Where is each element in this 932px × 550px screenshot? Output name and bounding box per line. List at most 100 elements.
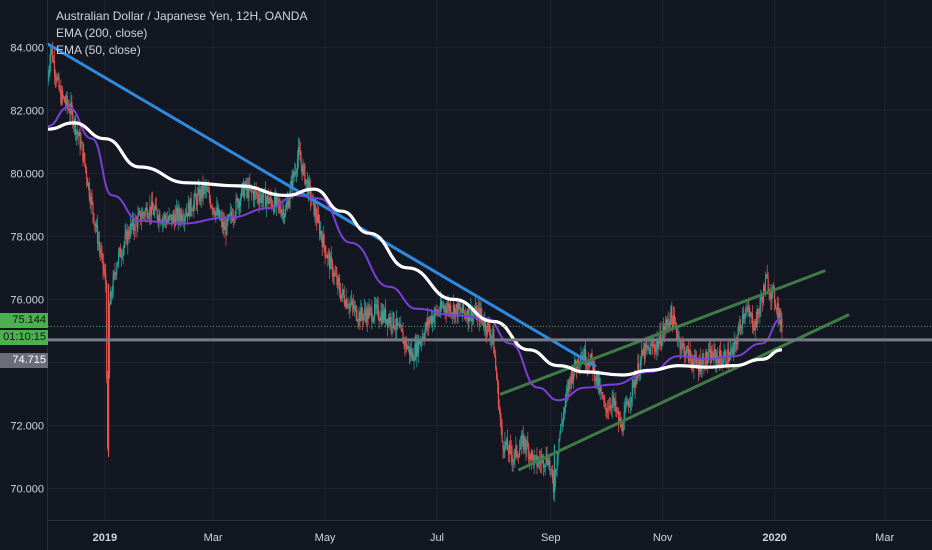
candle-body — [714, 348, 716, 353]
candle-body — [669, 322, 671, 325]
candle-body — [489, 332, 491, 340]
candle-body — [229, 214, 231, 216]
candle-body — [504, 441, 506, 452]
candle-body — [753, 329, 755, 330]
x-tick-label: 2020 — [762, 532, 786, 544]
candle-body — [442, 306, 444, 309]
candle-body — [318, 220, 321, 235]
candle-body — [686, 346, 689, 348]
candle-body — [194, 193, 196, 202]
candle-body — [295, 171, 297, 173]
candle-body — [392, 312, 394, 328]
candle-body — [495, 357, 497, 369]
candle-body — [222, 221, 224, 227]
candle-body — [380, 312, 382, 321]
candle-body — [197, 188, 200, 194]
candle-body — [462, 303, 464, 313]
candle-body — [532, 455, 534, 466]
candle-body — [557, 452, 559, 461]
candle-body — [711, 350, 713, 359]
candle-body — [386, 319, 389, 326]
candle-body — [329, 254, 331, 270]
candle-body — [286, 200, 289, 205]
candle-body — [338, 278, 340, 284]
candle-body — [625, 405, 627, 407]
candle-body — [302, 165, 304, 175]
candle-body — [612, 396, 614, 400]
candle-body — [624, 406, 626, 413]
candle-body — [226, 217, 228, 236]
candle-body — [671, 306, 673, 318]
candle-body — [761, 297, 763, 299]
candle-body — [60, 89, 62, 104]
candle-body — [634, 380, 636, 389]
candle-body — [618, 417, 621, 422]
candle-body — [746, 310, 748, 312]
candle-body — [141, 212, 144, 219]
candle-body — [261, 194, 263, 203]
candle-body — [65, 95, 67, 104]
candle-body — [323, 234, 325, 246]
candle-body — [655, 345, 657, 352]
candle-body — [777, 303, 779, 319]
candle-body — [213, 208, 215, 214]
candle-body — [767, 277, 769, 293]
candle-body — [280, 210, 282, 216]
candle-body — [780, 318, 782, 325]
candle-body — [195, 193, 197, 198]
candle-body — [129, 223, 132, 236]
candle-body — [122, 248, 124, 257]
candle-body — [114, 272, 116, 275]
candle-body — [413, 360, 415, 362]
candle-body — [362, 315, 364, 320]
candle-body — [183, 220, 185, 222]
candle-body — [390, 316, 392, 327]
candle-body — [182, 220, 184, 221]
candle-body — [387, 317, 389, 326]
candle-body — [55, 77, 57, 82]
candle-body — [185, 212, 188, 217]
candle-body — [524, 436, 526, 447]
candle-body — [101, 252, 103, 255]
candle-body — [773, 289, 776, 305]
candle-body — [501, 425, 503, 442]
candle-body — [778, 310, 780, 319]
candle-body — [235, 198, 237, 215]
candle-body — [565, 393, 567, 398]
candle-body — [110, 292, 112, 297]
candle-body — [309, 185, 311, 200]
candle-body — [598, 377, 600, 392]
candle-body — [208, 191, 211, 199]
candle-body — [428, 318, 430, 325]
candle-body — [543, 466, 545, 468]
candle-body — [62, 96, 65, 98]
candle-body — [401, 329, 403, 333]
candle-body — [417, 339, 419, 354]
candle-body — [516, 445, 518, 456]
legend-ema200[interactable]: EMA (200, close) — [56, 26, 148, 40]
legend-title[interactable]: Australian Dollar / Japanese Yen, 12H, O… — [56, 9, 308, 23]
candle-body — [658, 341, 660, 349]
candle-body — [51, 48, 53, 50]
candle-body — [500, 418, 502, 426]
candle-body — [124, 234, 126, 244]
candle-body — [301, 164, 303, 175]
candle-body — [418, 340, 420, 354]
candle-body — [113, 272, 115, 277]
candle-body — [545, 454, 547, 465]
candle-body — [269, 196, 271, 202]
candle-body — [765, 274, 767, 279]
candle-body — [637, 363, 639, 376]
candle-body — [607, 409, 609, 413]
candle-body — [177, 208, 179, 221]
candle-body — [189, 198, 191, 217]
candle-body — [136, 220, 138, 228]
candle-body — [743, 313, 745, 319]
candle-body — [123, 243, 125, 249]
candle-body — [673, 315, 676, 322]
candle-body — [298, 146, 300, 153]
legend-ema50[interactable]: EMA (50, close) — [56, 43, 141, 57]
candle-body — [54, 73, 56, 78]
